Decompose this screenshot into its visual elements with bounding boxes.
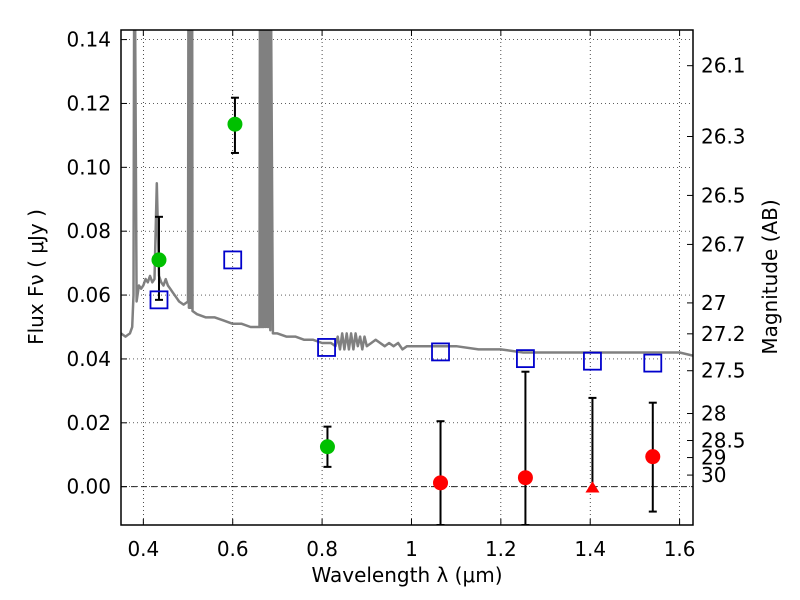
x-tick-label: 0.8 xyxy=(306,537,338,561)
x-tick-label: 1 xyxy=(405,537,418,561)
right-tick-label: 26.5 xyxy=(701,183,746,207)
model-photometry-square xyxy=(223,250,243,270)
data-point xyxy=(645,449,661,465)
x-tick-label: 1.6 xyxy=(664,537,696,561)
y-axis-label-left: Flux Fν ( μJy ) xyxy=(24,209,48,345)
y-tick-label: 0.04 xyxy=(66,347,111,371)
plot-frame xyxy=(120,29,694,526)
ticks: 0.4 0.6 0.8 1 1.2 1.4 1.6 0.00 0.02 0.04 0.06 0.08 0… xyxy=(66,28,745,561)
right-tick-label: 27.2 xyxy=(701,322,746,346)
model-photometry-square xyxy=(583,351,602,371)
y-tick-label: 0.06 xyxy=(66,283,111,307)
right-tick-label: 26.7 xyxy=(701,232,746,256)
data-point xyxy=(433,475,449,491)
right-tick-label: 28.5 xyxy=(701,429,746,453)
x-tick-label: 1.2 xyxy=(485,537,517,561)
model-photometry-square xyxy=(317,338,336,357)
y-tick-label: 0.00 xyxy=(66,475,111,499)
right-tick-label: 26.1 xyxy=(701,54,746,78)
y-tick-label: 0.10 xyxy=(66,155,111,179)
data-point xyxy=(227,116,243,132)
right-tick-label: 27.5 xyxy=(701,359,746,383)
data-point xyxy=(151,252,167,268)
x-tick-label: 0.6 xyxy=(217,537,249,561)
x-tick-label: 1.4 xyxy=(574,537,606,561)
right-tick-label: 28 xyxy=(701,402,726,426)
y-tick-label: 0.02 xyxy=(66,411,111,435)
model-photometry-square xyxy=(431,342,450,362)
data-point xyxy=(319,439,335,455)
y-tick-label: 0.12 xyxy=(66,91,111,115)
right-tick-label: 26.3 xyxy=(701,125,746,149)
right-tick-label: 30 xyxy=(701,463,726,487)
model-spectrum-line xyxy=(121,30,693,357)
x-axis-label: Wavelength λ (μm) xyxy=(311,563,502,587)
model-photometry-square xyxy=(516,349,535,369)
y-axis-label-right: Magnitude (AB) xyxy=(758,199,782,354)
right-tick-label: 29 xyxy=(701,446,726,470)
x-tick-label: 0.4 xyxy=(127,537,159,561)
upper-limit-marker xyxy=(585,481,600,493)
model-photometry-square xyxy=(643,353,663,373)
series-layer xyxy=(121,30,693,525)
right-tick-label: 27 xyxy=(701,291,726,315)
y-tick-label: 0.08 xyxy=(66,219,111,243)
data-point xyxy=(517,470,533,486)
plot-area xyxy=(121,30,693,525)
model-photometry-square xyxy=(149,290,169,310)
y-tick-label: 0.14 xyxy=(66,28,111,52)
